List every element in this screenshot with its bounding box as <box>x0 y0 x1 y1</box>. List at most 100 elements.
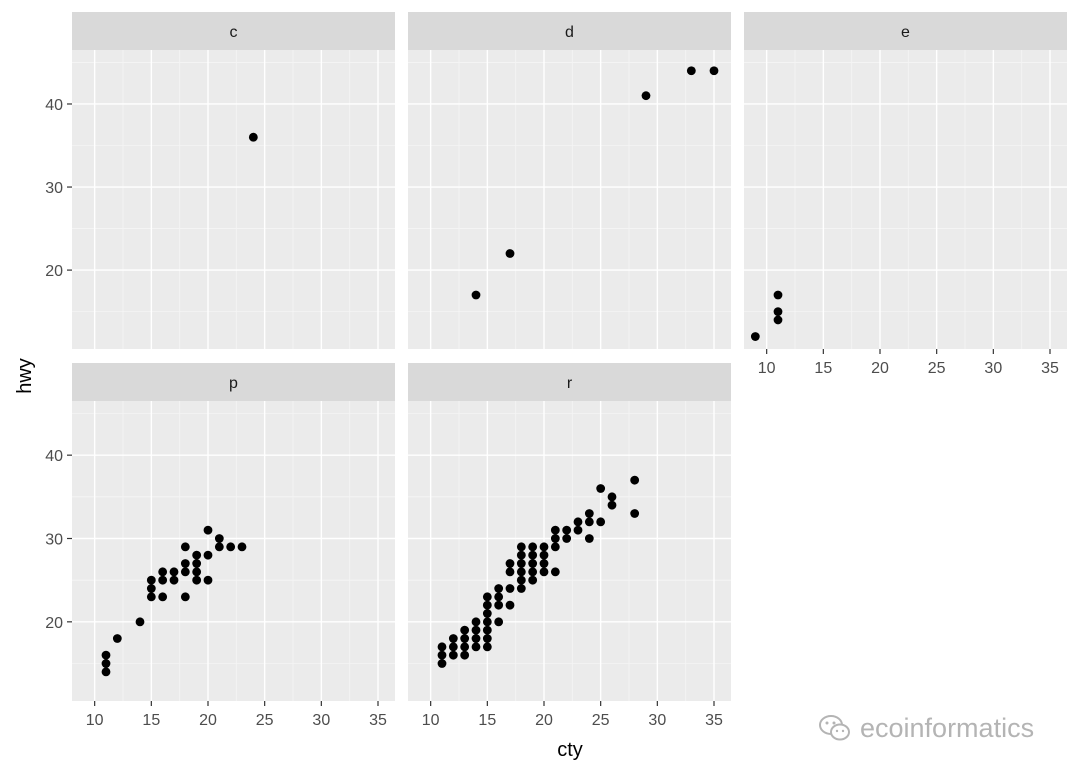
data-point <box>528 559 538 568</box>
x-tick-label: 25 <box>256 712 274 729</box>
data-point <box>460 634 470 643</box>
x-tick-label: 30 <box>648 712 666 729</box>
x-tick-label: 15 <box>478 712 496 729</box>
data-point <box>494 600 504 610</box>
data-point <box>169 575 179 585</box>
y-tick-label: 30 <box>45 180 63 197</box>
data-point <box>180 567 190 577</box>
data-point <box>516 575 526 585</box>
data-point <box>573 517 583 527</box>
data-point <box>158 575 168 585</box>
data-point <box>471 634 481 643</box>
data-point <box>630 475 640 485</box>
x-tick-label: 15 <box>814 360 832 377</box>
data-point <box>550 525 560 535</box>
data-point <box>516 542 526 552</box>
data-point <box>773 290 783 300</box>
data-point <box>135 617 145 627</box>
x-tick-label: 15 <box>142 712 160 729</box>
data-point <box>750 332 760 341</box>
data-point <box>180 559 190 568</box>
watermark-text: ecoinformatics <box>860 712 1035 743</box>
facet-strip-e <box>744 12 1067 50</box>
x-tick-label: 25 <box>928 360 946 377</box>
data-point <box>709 66 719 76</box>
data-point <box>482 634 492 643</box>
data-point <box>192 559 202 568</box>
y-tick-label: 40 <box>45 448 63 465</box>
data-point <box>471 625 481 635</box>
data-point <box>607 492 617 502</box>
panel-p <box>72 401 395 701</box>
data-point <box>101 650 111 660</box>
data-point <box>773 307 783 317</box>
y-tick-label: 20 <box>45 615 63 632</box>
data-point <box>539 567 549 577</box>
x-tick-label: 20 <box>535 712 553 729</box>
x-tick-label: 10 <box>86 712 104 729</box>
facet-strip-r <box>408 363 731 401</box>
data-point <box>505 249 515 258</box>
data-point <box>437 642 447 652</box>
data-point <box>528 567 538 577</box>
data-point <box>214 542 224 552</box>
data-point <box>146 584 156 593</box>
data-point <box>550 534 560 543</box>
x-tick-label: 25 <box>592 712 610 729</box>
data-point <box>437 650 447 660</box>
wechat-icon <box>819 715 850 741</box>
data-point <box>528 575 538 585</box>
data-point <box>471 290 481 300</box>
x-tick-label: 35 <box>705 712 723 729</box>
facet-strip-label: r <box>567 375 573 392</box>
data-point <box>528 542 538 552</box>
data-point <box>539 550 549 560</box>
data-point <box>573 525 583 535</box>
data-point <box>482 625 492 635</box>
data-point <box>505 567 515 577</box>
x-tick-label: 20 <box>871 360 889 377</box>
data-point <box>550 542 560 552</box>
data-point <box>146 592 156 602</box>
data-point <box>203 525 213 535</box>
data-point <box>516 584 526 593</box>
facet-strip-p <box>72 363 395 401</box>
data-point <box>180 542 190 552</box>
facet-strip-label: p <box>229 375 238 392</box>
data-point <box>630 509 640 518</box>
data-point <box>214 534 224 543</box>
data-point <box>584 534 594 543</box>
x-tick-label: 20 <box>199 712 217 729</box>
data-point <box>505 600 515 610</box>
facet-strip-label: d <box>565 24 574 41</box>
data-point <box>494 584 504 593</box>
data-point <box>158 567 168 577</box>
data-point <box>460 642 470 652</box>
data-point <box>505 559 515 568</box>
data-point <box>101 667 111 677</box>
data-point <box>482 642 492 652</box>
panel-c <box>72 50 395 349</box>
facet-strip-label: c <box>230 24 238 41</box>
facet-strip-d <box>408 12 731 50</box>
data-point <box>562 525 572 535</box>
y-tick-label: 30 <box>45 532 63 549</box>
data-point <box>482 617 492 627</box>
data-point <box>471 642 481 652</box>
data-point <box>584 517 594 527</box>
data-point <box>203 550 213 560</box>
facet-strip-label: e <box>901 24 910 41</box>
x-tick-label: 30 <box>312 712 330 729</box>
x-tick-label: 30 <box>984 360 1002 377</box>
data-point <box>494 592 504 602</box>
data-point <box>516 567 526 577</box>
data-point <box>584 509 594 518</box>
data-point <box>550 567 560 577</box>
data-point <box>448 642 458 652</box>
data-point <box>158 592 168 602</box>
panel-r <box>408 401 731 701</box>
x-tick-label: 35 <box>369 712 387 729</box>
data-point <box>482 592 492 602</box>
data-point <box>471 617 481 627</box>
